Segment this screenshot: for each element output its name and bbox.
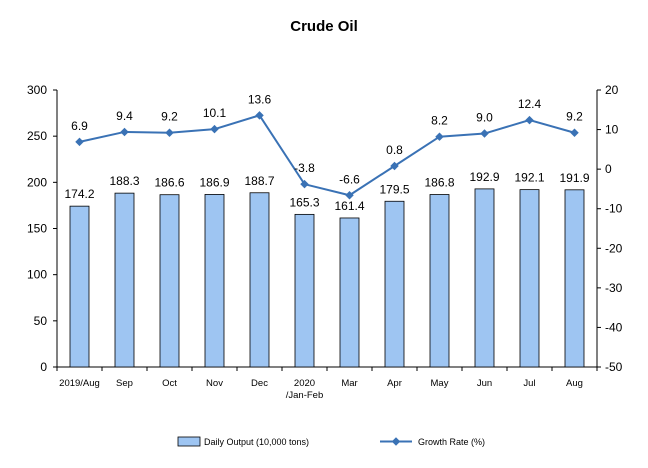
bar-data-label: 188.3 <box>109 174 139 188</box>
line-data-label: 8.2 <box>431 114 448 128</box>
bar-daily-output <box>114 192 135 368</box>
line-data-label: 9.2 <box>161 110 178 124</box>
y-right-tick-label: 0 <box>605 162 612 176</box>
line-data-label: 6.9 <box>71 119 88 133</box>
line-point-marker <box>570 128 579 137</box>
y-left-tick-label: 0 <box>40 360 47 374</box>
bar-data-label: 165.3 <box>289 195 319 209</box>
x-tick-label: Oct <box>162 378 177 389</box>
bar-daily-output <box>564 189 585 368</box>
bar-data-label: 161.4 <box>334 199 364 213</box>
bar-daily-output <box>384 200 405 368</box>
line-point-marker <box>75 137 84 147</box>
y-left-tick-label: 50 <box>34 314 48 328</box>
x-tick-label: Dec <box>251 378 268 389</box>
legend-marker-growth-rate <box>391 437 401 446</box>
line-growth-rate <box>79 114 575 197</box>
x-tick-label: Mar <box>341 378 357 389</box>
legend-label-daily-output: Daily Output (10,000 tons) <box>204 437 309 447</box>
x-tick-label: Jun <box>477 378 492 389</box>
line-data-label: 0.8 <box>386 143 403 157</box>
plot-area: 0 50 100 150 200 250 300 -50 -40 -30 -20 -10 0 10 20 17… <box>27 83 623 401</box>
y-left-tick-label: 200 <box>27 175 47 189</box>
line-data-label: 13.6 <box>248 92 272 106</box>
line-point-marker <box>300 179 309 189</box>
line-data-label: 9.2 <box>566 110 583 124</box>
y-right-tick-label: 10 <box>605 123 619 137</box>
y-left-tick-label: 150 <box>27 222 47 236</box>
bar-data-label: 186.9 <box>199 175 229 189</box>
y-right-tick-label: -50 <box>605 360 623 374</box>
legend-swatch-daily-output <box>177 436 201 447</box>
line-data-label: -6.6 <box>339 172 360 186</box>
line-point-marker <box>525 115 534 125</box>
x-tick-label: 2020 <box>294 378 315 389</box>
y-right-tick-label: -30 <box>605 281 623 295</box>
line-data-label: -3.8 <box>294 161 315 175</box>
bar-daily-output <box>474 188 495 368</box>
line-data-label: 9.0 <box>476 111 493 125</box>
bar-daily-output <box>429 194 450 368</box>
line-data-label: 12.4 <box>518 97 542 111</box>
bar-daily-output <box>159 194 180 368</box>
bar-daily-output <box>519 189 540 368</box>
chart-title: Crude Oil <box>290 18 358 35</box>
legend-label-growth-rate: Growth Rate (%) <box>418 437 485 447</box>
line-point-marker <box>165 128 174 137</box>
x-tick-label: Jul <box>523 378 535 389</box>
bar-data-label: 191.9 <box>559 171 589 185</box>
line-point-marker <box>480 129 489 138</box>
bar-daily-output <box>339 217 360 368</box>
line-data-label: 10.1 <box>203 106 227 120</box>
y-left-tick-label: 250 <box>27 129 47 143</box>
y-left-tick-label: 100 <box>27 268 47 282</box>
bar-daily-output <box>69 205 90 368</box>
y-left-tick-label: 300 <box>27 83 47 97</box>
x-tick-label: Apr <box>387 378 402 389</box>
y-right-tick-label: -20 <box>605 241 623 255</box>
legend: Daily Output (10,000 tons) Growth Rate (… <box>177 436 485 447</box>
bar-data-label: 186.8 <box>424 176 454 190</box>
y-right-tick-label: -40 <box>605 320 623 334</box>
y-right-tick-label: -10 <box>605 202 623 216</box>
bar-daily-output <box>294 213 315 368</box>
x-tick-label: Aug <box>566 378 583 389</box>
y-right-tick-label: 20 <box>605 83 619 97</box>
bar-daily-output <box>249 192 270 368</box>
x-tick-label: /Jan-Feb <box>286 390 324 401</box>
x-tick-label: 2019/Aug <box>59 378 100 389</box>
x-tick-label: May <box>431 378 449 389</box>
bar-data-label: 174.2 <box>64 187 94 201</box>
bar-data-label: 192.1 <box>514 171 544 185</box>
line-point-marker <box>345 191 354 200</box>
line-point-marker <box>435 132 444 141</box>
bar-data-label: 179.5 <box>379 182 409 196</box>
line-point-marker <box>390 161 399 171</box>
line-point-marker <box>255 111 264 120</box>
line-point-marker <box>210 124 219 134</box>
bar-data-label: 192.9 <box>469 170 499 184</box>
line-data-label: 9.4 <box>116 109 133 123</box>
bar-data-label: 188.7 <box>244 174 274 188</box>
x-tick-label: Sep <box>116 378 133 389</box>
line-point-marker <box>120 127 129 137</box>
bar-data-label: 186.6 <box>154 176 184 190</box>
bar-daily-output <box>204 194 225 368</box>
x-tick-label: Nov <box>206 378 223 389</box>
